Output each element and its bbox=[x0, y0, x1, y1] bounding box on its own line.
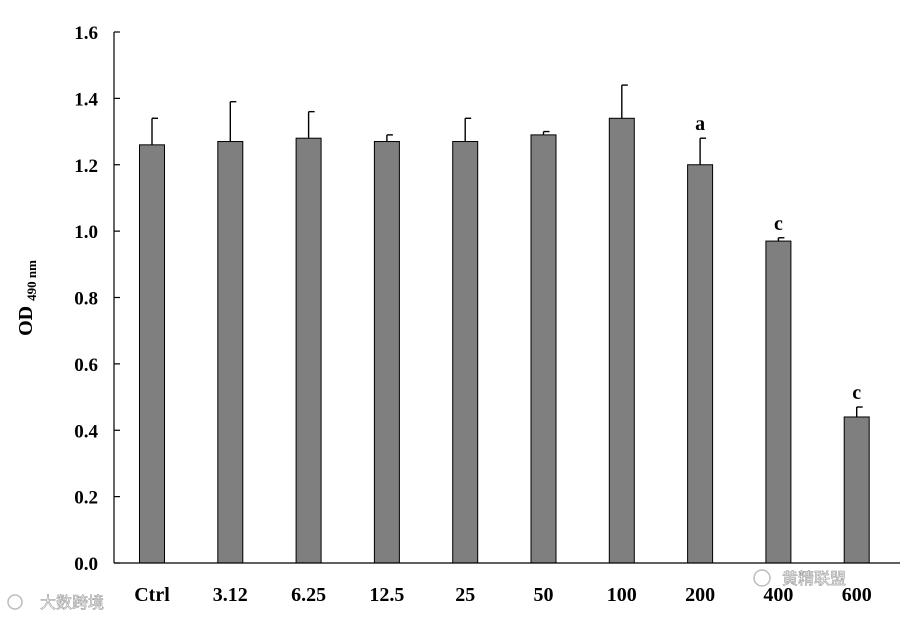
y-tick-label: 0.4 bbox=[74, 421, 98, 442]
x-tick-label: 6.25 bbox=[291, 584, 326, 606]
bar bbox=[608, 117, 635, 564]
y-tick-label: 0.2 bbox=[74, 488, 98, 509]
y-axis-title: OD 490 nm bbox=[15, 260, 39, 336]
bar bbox=[687, 164, 714, 564]
svg-text:OD490 nm: OD 490 nm bbox=[15, 260, 39, 336]
watermark-left: 大数跨境 bbox=[7, 593, 104, 612]
y-tick-label: 0.6 bbox=[74, 355, 98, 376]
y-tick-label: 0.8 bbox=[74, 289, 98, 310]
y-tick-label: 0.0 bbox=[74, 554, 98, 575]
y-tick-label: 1.0 bbox=[74, 222, 98, 243]
x-tick-label: 100 bbox=[607, 584, 637, 606]
x-tick-label: 25 bbox=[455, 584, 475, 606]
y-axis: 0.0 0.2 0.4 0.6 0.8 1.0 1.2 1.4 1.6 bbox=[74, 23, 120, 575]
x-tick-label: 400 bbox=[763, 584, 793, 606]
x-tick-label: 200 bbox=[685, 584, 715, 606]
bar bbox=[217, 141, 244, 564]
bar bbox=[373, 141, 400, 564]
x-tick-label: Ctrl bbox=[134, 584, 170, 606]
x-tick-label: 12.5 bbox=[369, 584, 404, 606]
significance-label: a bbox=[695, 113, 705, 135]
watermark-right: 黄精联盟 bbox=[753, 569, 846, 588]
watermark-logo-icon bbox=[7, 594, 23, 610]
y-axis-title-subscript: 490 nm bbox=[24, 260, 39, 301]
bar bbox=[452, 141, 479, 564]
x-tick-label: 600 bbox=[842, 584, 872, 606]
y-axis-title-main: OD bbox=[15, 306, 37, 336]
watermark-right-text: 黄精联盟 bbox=[782, 569, 846, 588]
bar bbox=[765, 240, 792, 564]
wechat-icon bbox=[753, 569, 771, 587]
watermark-left-text: 大数跨境 bbox=[40, 593, 104, 612]
x-axis: Ctrl 3.12 6.25 12.5 25 50 100 200 400 600 bbox=[114, 562, 900, 606]
y-tick-label: 1.6 bbox=[74, 23, 98, 44]
x-tick-label: 3.12 bbox=[213, 584, 248, 606]
significance-label: c bbox=[774, 213, 783, 235]
y-tick-label: 1.4 bbox=[74, 89, 98, 110]
bar bbox=[530, 134, 557, 564]
significance-label: c bbox=[852, 382, 861, 404]
bars-group: a c c bbox=[139, 84, 870, 564]
x-tick-label: 50 bbox=[534, 584, 554, 606]
bar bbox=[295, 137, 322, 564]
y-tick-label: 1.2 bbox=[74, 156, 98, 177]
bar bbox=[139, 144, 165, 564]
bar bbox=[843, 416, 870, 564]
